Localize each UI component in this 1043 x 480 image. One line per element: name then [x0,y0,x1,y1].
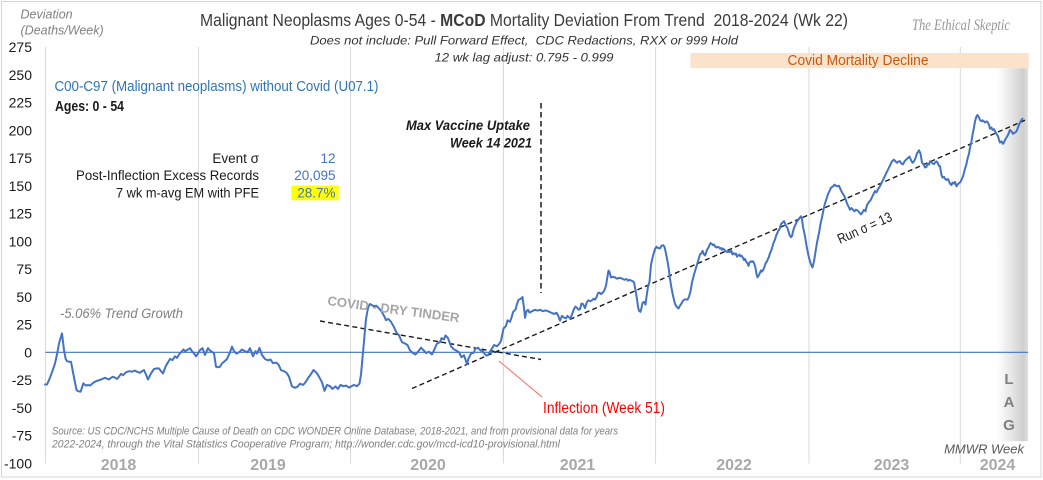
svg-text:100: 100 [9,233,33,249]
svg-text:250: 250 [9,67,33,83]
svg-text:-50: -50 [12,400,32,416]
svg-text:125: 125 [9,206,33,222]
svg-text:25: 25 [16,317,32,333]
svg-text:Inflection (Week 51): Inflection (Week 51) [543,400,665,417]
svg-text:Covid Mortality Decline: Covid Mortality Decline [788,52,929,69]
svg-text:2024: 2024 [980,457,1016,474]
svg-text:75: 75 [16,261,32,277]
svg-text:Ages: 0 - 54: Ages: 0 - 54 [55,99,124,115]
svg-text:2019: 2019 [250,457,286,474]
svg-text:200: 200 [9,122,33,138]
svg-text:The Ethical Skeptic: The Ethical Skeptic [912,17,1010,34]
svg-text:Deviation: Deviation [21,8,73,22]
svg-text:2022-2024, through the Vital S: 2022-2024, through the Vital Statistics … [51,439,560,451]
svg-text:275: 275 [9,39,33,55]
svg-text:50: 50 [16,289,32,305]
svg-text:7 wk m-avg EM with PFE: 7 wk m-avg EM with PFE [116,185,259,200]
svg-text:2022: 2022 [716,457,752,474]
svg-text:Max Vaccine Uptake: Max Vaccine Uptake [406,118,530,133]
svg-text:-5.06% Trend Growth: -5.06% Trend Growth [60,306,183,321]
svg-text:20,095: 20,095 [294,168,335,183]
svg-text:2021: 2021 [560,457,596,474]
svg-text:A: A [1004,394,1015,411]
svg-text:2018: 2018 [101,457,137,474]
svg-text:G: G [1003,417,1015,434]
svg-text:(Deaths/Week): (Deaths/Week) [21,24,104,38]
svg-text:225: 225 [9,95,33,111]
svg-text:Week 14 2021: Week 14 2021 [450,136,532,151]
svg-text:Does not include: Pull Forward: Does not include: Pull Forward Effect, C… [310,34,739,48]
svg-text:-25: -25 [12,372,32,388]
svg-text:Source: US CDC/NCHS Multiple C: Source: US CDC/NCHS Multiple Cause of De… [52,426,618,438]
svg-text:175: 175 [9,150,33,166]
svg-text:Post-Inflection Excess Records: Post-Inflection Excess Records [76,168,259,183]
svg-text:12: 12 [320,151,335,166]
svg-text:MMWR Week: MMWR Week [944,442,1025,457]
svg-text:-100: -100 [4,455,32,471]
svg-text:Malignant Neoplasms Ages 0-54: Malignant Neoplasms Ages 0-54 - MCoD Mor… [200,10,848,30]
svg-text:0: 0 [24,344,32,360]
svg-text:28.7%: 28.7% [297,185,335,200]
svg-text:150: 150 [9,178,33,194]
svg-text:Event σ: Event σ [212,151,259,166]
svg-text:2023: 2023 [874,457,910,474]
svg-text:C00-C97 (Malignant neoplasms): C00-C97 (Malignant neoplasms) without Co… [55,79,379,95]
svg-text:12 wk lag adjust: 0.795 - 0.99: 12 wk lag adjust: 0.795 - 0.999 [435,51,614,65]
svg-text:-75: -75 [12,428,32,444]
svg-text:L: L [1004,371,1013,388]
svg-text:2020: 2020 [410,457,446,474]
